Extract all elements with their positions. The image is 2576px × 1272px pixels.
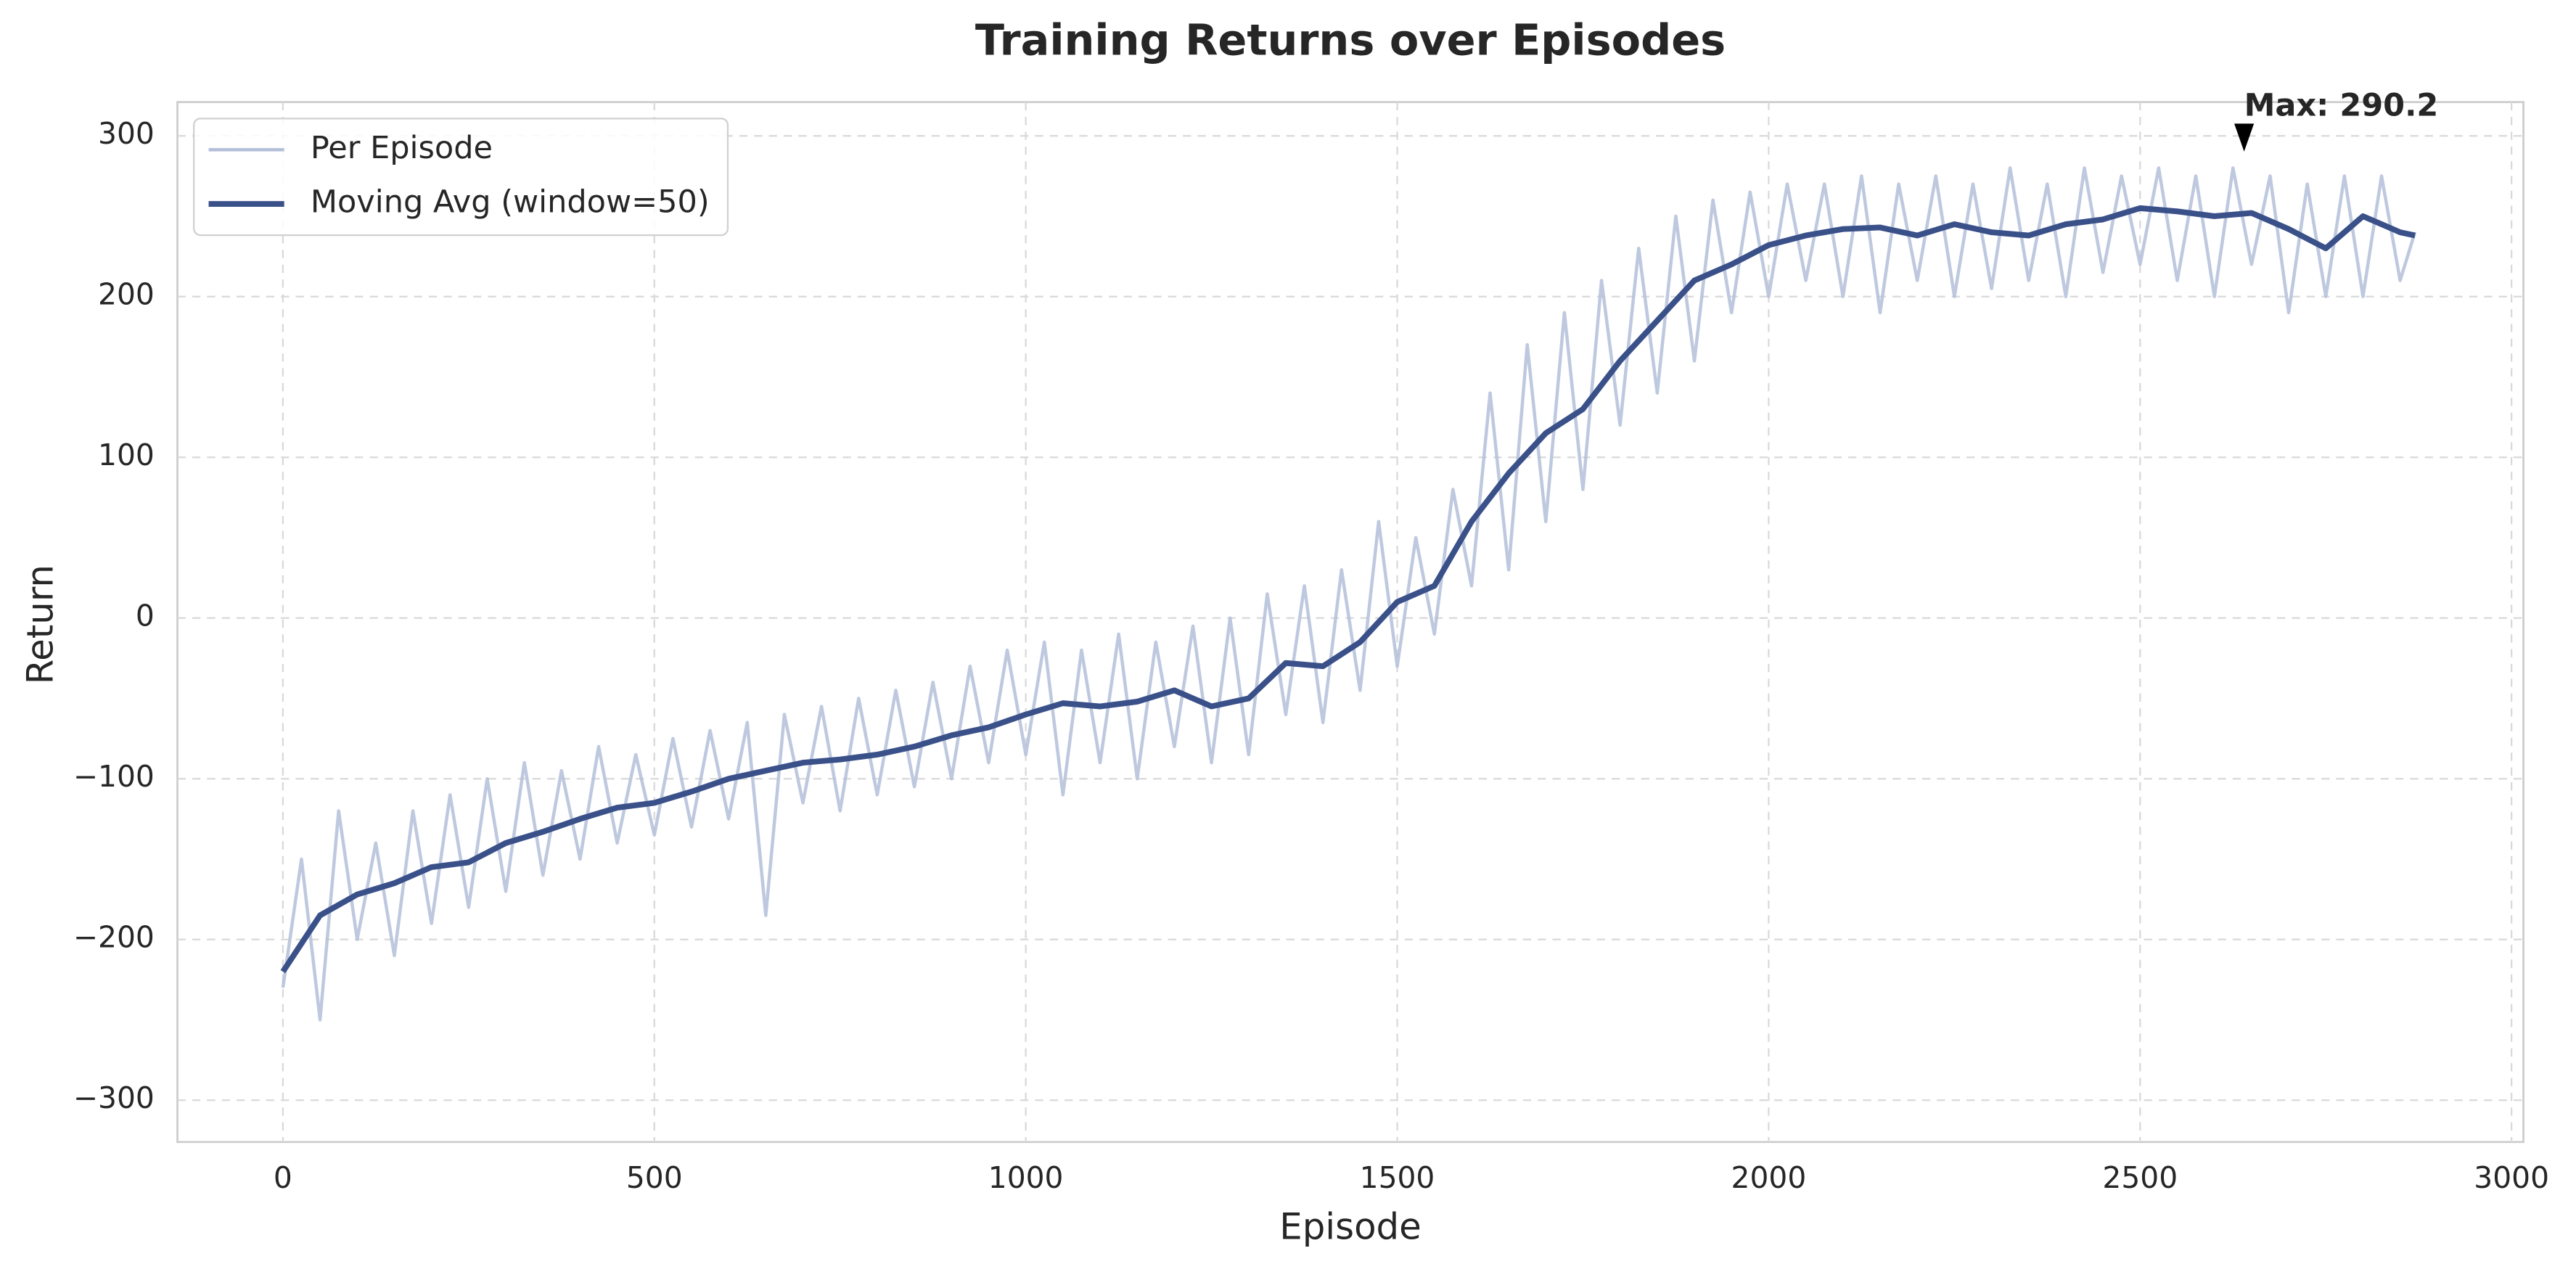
legend: Per Episode Moving Avg (window=50) xyxy=(193,118,729,237)
y-tick-label: −200 xyxy=(73,920,155,955)
legend-label: Per Episode xyxy=(311,130,493,166)
x-tick-label: 3000 xyxy=(2474,1160,2549,1195)
series-line xyxy=(281,166,2417,1022)
x-axis-label: Episode xyxy=(1279,1205,1422,1247)
annotation-text: Max: 290.2 xyxy=(2244,87,2439,123)
x-tick-label: 1000 xyxy=(988,1160,1064,1195)
y-tick-label: 200 xyxy=(98,277,155,312)
legend-box xyxy=(193,118,729,237)
x-tick-label: 2500 xyxy=(2102,1160,2178,1195)
y-tick-label: 100 xyxy=(98,438,155,472)
y-tick-label: −300 xyxy=(73,1080,155,1115)
marks xyxy=(280,166,2417,1022)
series-line xyxy=(280,205,2416,974)
y-tick-label: 0 xyxy=(136,599,155,633)
annotation-arrow xyxy=(2234,123,2255,152)
x-tick-label: 1500 xyxy=(1360,1160,1435,1195)
chart-title: Training Returns over Episodes xyxy=(975,15,1726,65)
x-tick-label: 500 xyxy=(626,1160,683,1195)
y-tick-label: −100 xyxy=(73,759,155,794)
y-axis-label: Return xyxy=(19,565,61,684)
x-tick-label: 2000 xyxy=(1731,1160,1807,1195)
x-tick-label: 0 xyxy=(274,1160,292,1195)
y-tick-label: 300 xyxy=(98,116,155,151)
legend-label: Moving Avg (window=50) xyxy=(311,184,710,221)
